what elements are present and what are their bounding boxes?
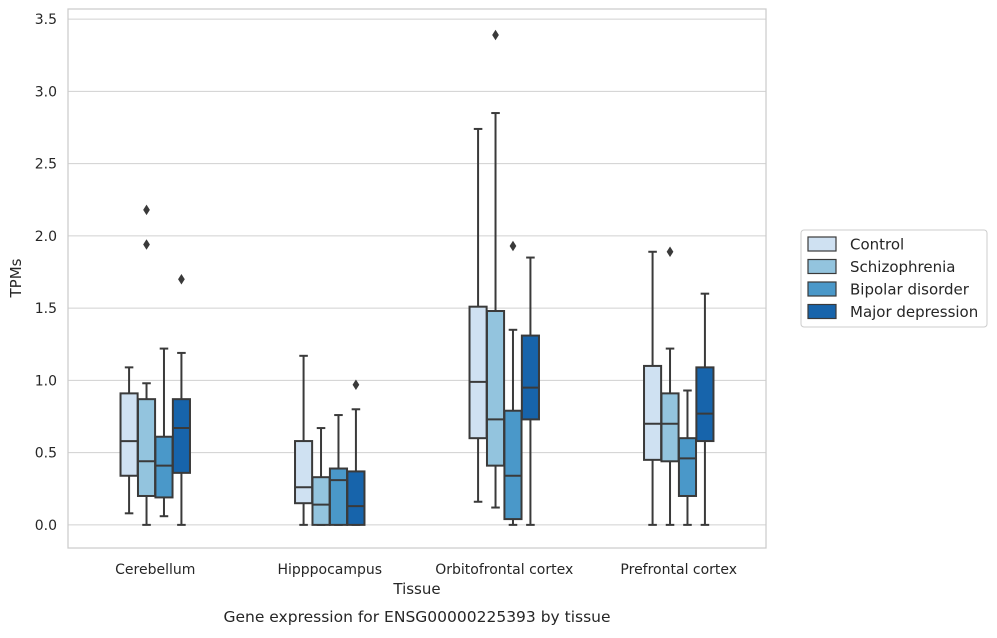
box-2-1: [328, 414, 349, 526]
iqr-box: [520, 334, 540, 421]
legend-frame: [800, 229, 988, 328]
x-axis-label: Tissue: [392, 580, 440, 598]
y-tick-label: 2.0: [35, 229, 57, 245]
box-2-2: [503, 240, 523, 526]
iqr-box: [311, 476, 331, 526]
legend-swatch: [807, 303, 837, 320]
legend-swatch: [807, 236, 837, 252]
box-3-2: [520, 256, 540, 526]
outlier-point: [666, 246, 674, 258]
box-3-1: [346, 379, 366, 526]
y-tick-label: 1.5: [35, 301, 57, 317]
iqr-box: [119, 392, 139, 477]
box-0-1: [294, 354, 314, 526]
box-2-3: [677, 389, 698, 526]
x-tick-label: Hipppocampus: [277, 562, 382, 578]
box-3-0: [171, 273, 191, 526]
box-1-3: [660, 246, 680, 526]
y-tick-label: 0.5: [35, 446, 57, 462]
box-1-1: [311, 427, 331, 526]
box-1-2: [485, 29, 506, 509]
y-tick-label: 0.0: [35, 518, 57, 534]
outlier-point: [178, 273, 185, 285]
box-0-2: [468, 127, 488, 503]
iqr-box: [660, 392, 680, 463]
iqr-box: [643, 364, 663, 461]
box-0-3: [643, 250, 663, 526]
x-tick-label: Cerebellum: [115, 562, 195, 578]
x-tick-label: Prefrontal cortex: [620, 562, 737, 578]
y-axis-label: TPMs: [7, 258, 25, 298]
iqr-box: [468, 305, 488, 440]
y-axis-ticks: 0.0 0.5 1.0 1.5 2.0 2.5 3.0 3.5: [35, 12, 57, 534]
box-2-0: [154, 347, 174, 518]
iqr-box: [154, 435, 174, 499]
box-groups: [119, 29, 715, 526]
x-tick-label: Orbitofrontal cortex: [435, 562, 573, 578]
legend-swatch: [807, 281, 837, 297]
legend-label: Schizophrenia: [850, 258, 955, 276]
iqr-box: [346, 470, 366, 526]
outlier-point: [492, 29, 499, 41]
outlier-point: [352, 379, 360, 390]
legend: Control Schizophrenia Bipolar disorder Majo…: [800, 229, 988, 328]
legend-label: Control: [850, 236, 904, 254]
outlier-point: [509, 240, 517, 252]
iqr-box: [136, 398, 157, 497]
y-tick-label: 3.0: [35, 84, 57, 100]
box-3-3: [695, 292, 715, 526]
iqr-box: [171, 398, 191, 474]
y-tick-label: 3.5: [35, 12, 57, 28]
box-1-0: [136, 204, 157, 526]
outlier-point: [143, 239, 150, 250]
plot-area-frame: [67, 8, 767, 549]
legend-label: Bipolar disorder: [850, 281, 970, 299]
outlier-point: [143, 204, 150, 216]
legend-label: Major depression: [850, 303, 978, 321]
iqr-box: [695, 366, 715, 443]
iqr-box: [485, 310, 506, 467]
iqr-box: [677, 437, 698, 497]
iqr-box: [503, 409, 523, 521]
y-tick-label: 2.5: [35, 157, 57, 173]
chart-caption: Gene expression for ENSG00000225393 by t…: [223, 608, 610, 626]
box-0-0: [119, 366, 139, 515]
y-tick-label: 1.0: [35, 373, 57, 389]
iqr-box: [328, 467, 349, 526]
legend-swatch: [807, 258, 837, 275]
x-axis-ticks: Cerebellum Hipppocampus Orbitofrontal cort…: [115, 562, 737, 578]
iqr-box: [294, 440, 314, 505]
